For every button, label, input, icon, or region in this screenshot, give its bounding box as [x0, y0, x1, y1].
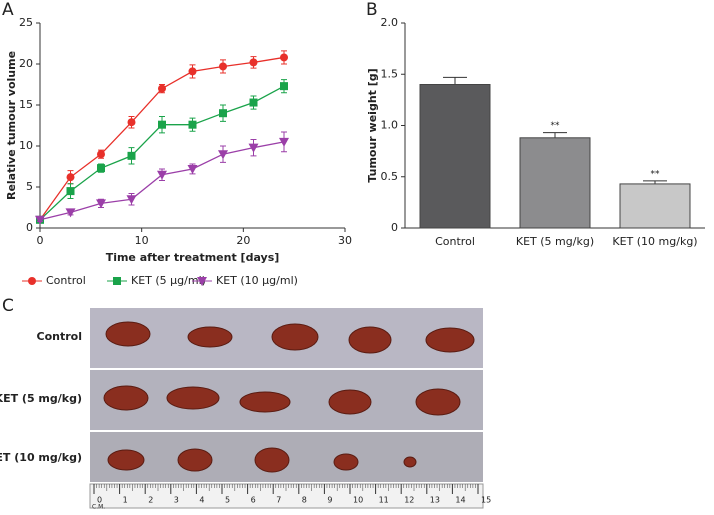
- x-tick-label: 30: [338, 234, 352, 247]
- significance: **: [651, 169, 661, 179]
- series-line: [39, 56, 285, 221]
- tumour: [105, 321, 151, 347]
- tumour: [425, 327, 475, 353]
- y-tick-label: 20: [19, 57, 33, 70]
- tumour: [107, 449, 145, 471]
- ruler-label: 3: [174, 496, 179, 505]
- panel-label: A: [2, 0, 14, 20]
- ruler-label: 9: [327, 496, 332, 505]
- marker: [96, 199, 106, 209]
- ruler-label: 8: [302, 496, 307, 505]
- ruler-label: 1: [123, 496, 128, 505]
- ruler-label: 15: [481, 496, 491, 505]
- y-axis-label: Tumour weight [g]: [366, 68, 379, 182]
- bar: [519, 137, 591, 229]
- ruler-label: 13: [430, 496, 440, 505]
- marker: [219, 62, 227, 71]
- marker: [187, 164, 198, 174]
- marker: [249, 98, 258, 107]
- tumour: [187, 326, 233, 348]
- marker: [158, 84, 166, 93]
- tumour: [328, 389, 372, 415]
- series-line: [39, 85, 285, 221]
- marker: [66, 173, 75, 182]
- y-tick-label: 10: [19, 139, 33, 152]
- y-tick-label: 1.5: [381, 67, 399, 80]
- ruler-label: 12: [404, 496, 414, 505]
- marker: [66, 187, 75, 196]
- y-tick-label: 25: [19, 16, 33, 29]
- marker: [127, 118, 136, 127]
- legend-label: KET (10 µg/ml): [216, 274, 298, 287]
- marker: [249, 58, 258, 67]
- tumour: [254, 447, 290, 473]
- y-tick-label: 0.5: [381, 170, 399, 183]
- ruler-label: 10: [353, 496, 363, 505]
- y-tick-label: 0: [391, 221, 398, 234]
- marker: [188, 120, 197, 129]
- marker: [279, 137, 289, 147]
- ruler-label: 4: [199, 496, 204, 505]
- marker: [280, 82, 288, 91]
- bar: [419, 84, 491, 229]
- x-tick-label: 0: [37, 234, 44, 247]
- x-tick-label: KET (10 mg/kg): [612, 235, 697, 248]
- y-tick-label: 0: [26, 221, 33, 234]
- tumour: [333, 453, 359, 471]
- marker: [158, 120, 166, 129]
- x-axis-label: Time after treatment [days]: [106, 251, 280, 264]
- row-label: KET (5 mg/kg): [0, 392, 82, 405]
- tumour: [239, 391, 291, 413]
- tumour: [403, 456, 417, 468]
- significance: **: [551, 121, 561, 131]
- marker: [219, 109, 227, 118]
- marker: [197, 277, 207, 286]
- y-tick-label: 2.0: [381, 16, 399, 29]
- marker: [218, 150, 228, 160]
- marker: [280, 53, 288, 62]
- marker: [126, 195, 137, 205]
- legend-label: KET (5 µg/ml): [131, 274, 206, 287]
- ruler-label: 11: [379, 496, 389, 505]
- marker: [35, 215, 45, 225]
- ruler-label: 0: [97, 496, 102, 505]
- x-tick-label: 10: [135, 234, 149, 247]
- x-tick-label: Control: [435, 235, 475, 248]
- ruler-label: 5: [225, 496, 230, 505]
- marker: [97, 150, 105, 159]
- marker: [157, 170, 167, 180]
- legend-label: Control: [46, 274, 86, 287]
- marker: [188, 67, 197, 76]
- marker: [65, 208, 76, 218]
- ruler-label: 14: [455, 496, 465, 505]
- y-tick-label: 1.0: [381, 119, 399, 132]
- marker: [113, 277, 121, 285]
- row-label: KET (10 mg/kg): [0, 451, 82, 464]
- panel-label: C: [2, 296, 14, 316]
- marker: [248, 143, 259, 153]
- row-label: Control: [37, 330, 82, 343]
- marker: [28, 277, 36, 285]
- ruler-label: 6: [251, 496, 256, 505]
- tumour: [271, 323, 319, 351]
- ruler-label: 2: [148, 496, 153, 505]
- y-tick-label: 5: [26, 180, 33, 193]
- tumour: [166, 386, 220, 410]
- x-tick-label: 20: [236, 234, 250, 247]
- tumour: [348, 326, 392, 354]
- bar: [619, 183, 691, 229]
- tumour: [177, 448, 213, 472]
- ruler-label: 7: [276, 496, 281, 505]
- y-axis-label: Relative tumour volume: [5, 51, 18, 200]
- marker: [127, 151, 136, 160]
- y-tick-label: 15: [19, 98, 33, 111]
- x-tick-label: KET (5 mg/kg): [516, 235, 594, 248]
- panel-label: B: [366, 0, 378, 20]
- tumour: [103, 385, 149, 411]
- ruler-unit: C.M.: [92, 504, 105, 511]
- tumour: [415, 388, 461, 416]
- marker: [97, 164, 105, 173]
